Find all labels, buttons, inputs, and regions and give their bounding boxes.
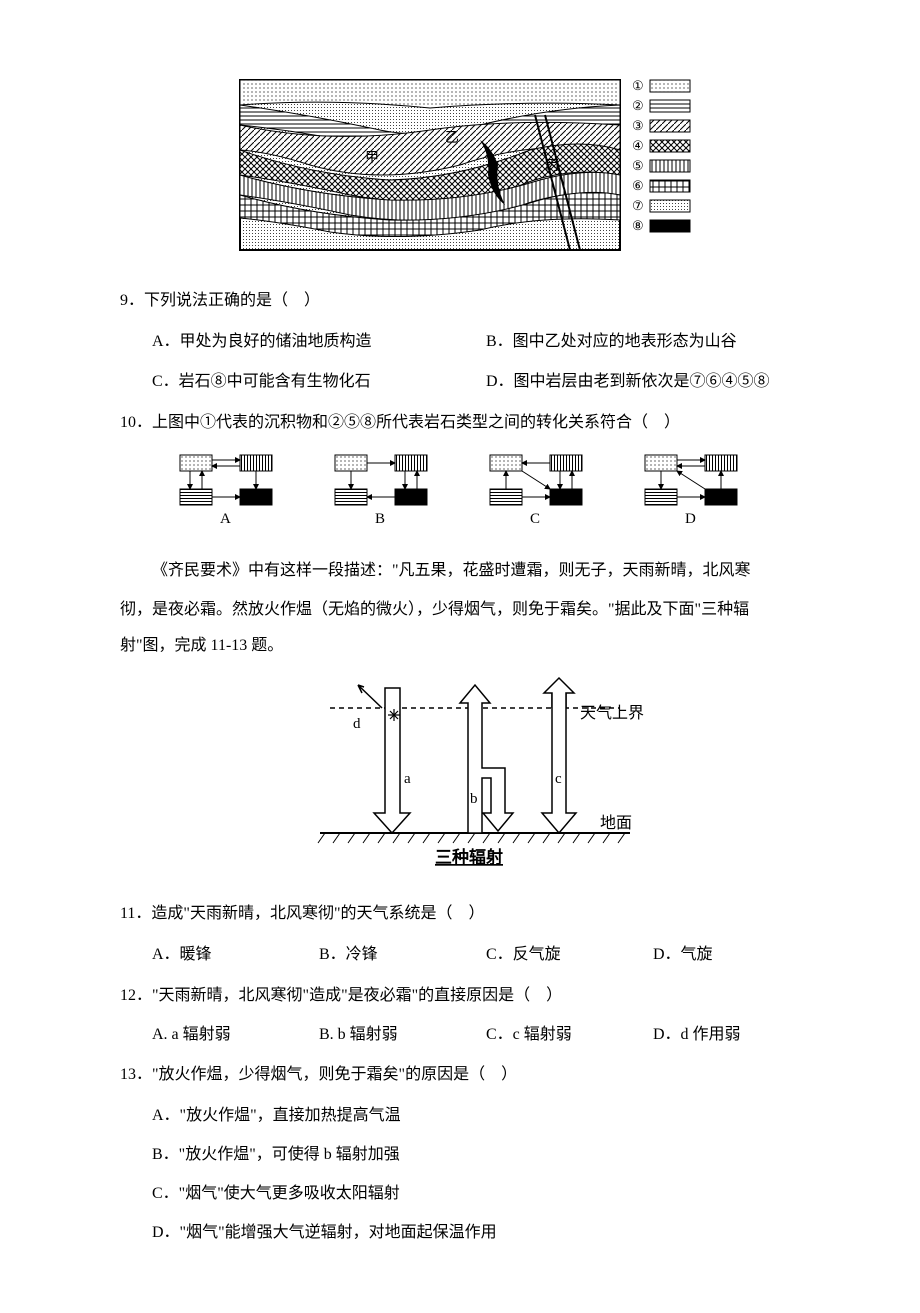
- svg-text:d: d: [353, 716, 361, 732]
- q12-stem: 12．"天雨新晴，北风寒彻"造成"是夜必霜"的直接原因是（ ）: [120, 978, 820, 1013]
- svg-text:c: c: [555, 771, 562, 787]
- radiation-figure: d a b c 天气上界 地面 三种辐射: [120, 673, 820, 886]
- q13-opt-c: C．"烟气"使大气更多吸收太阳辐射: [152, 1176, 820, 1211]
- ground-label: 地面: [600, 814, 632, 832]
- q9-opt-b: B．图中乙处对应的地表形态为山谷: [486, 324, 820, 359]
- svg-text:①: ①: [632, 78, 644, 93]
- svg-text:④: ④: [632, 138, 644, 153]
- q12-options: A. a 辐射弱 B. b 辐射弱 C．c 辐射弱 D．d 作用弱: [120, 1017, 820, 1052]
- svg-text:⑧: ⑧: [632, 218, 644, 233]
- svg-text:乙: 乙: [445, 130, 459, 146]
- q9-opt-d: D．图中岩层由老到新依次是⑦⑥④⑤⑧: [486, 364, 820, 399]
- q13-options: A．"放火作煴"，直接加热提高气温 B．"放火作煴"，可使得 b 辐射加强 C．…: [120, 1096, 820, 1253]
- geology-figure: 甲 乙 丙 ① ② ③ ④ ⑤ ⑥ ⑦ ⑧: [120, 70, 820, 273]
- svg-text:b: b: [470, 791, 478, 807]
- svg-text:a: a: [404, 771, 411, 787]
- q11-stem: 11．造成"天雨新晴，北风寒彻"的天气系统是（ ）: [120, 896, 820, 931]
- svg-text:⑦: ⑦: [632, 198, 644, 213]
- q12-opt-b: B. b 辐射弱: [319, 1017, 486, 1052]
- passage-l2: 彻，是夜必霜。然放火作煴（无焰的微火），少得烟气，则免于霜矣。"据此及下面"三种…: [120, 592, 820, 627]
- upper-atm-label: 天气上界: [580, 704, 644, 722]
- passage-l1: 《齐民要术》中有这样一段描述："凡五果，花盛时遭霜，则无子，天雨新晴，北风寒: [120, 553, 820, 588]
- q12-opt-a: A. a 辐射弱: [152, 1017, 319, 1052]
- passage-l3: 射"图，完成 11-13 题。: [120, 628, 820, 663]
- q13-stem: 13．"放火作煴，少得烟气，则免于霜矣"的原因是（ ）: [120, 1057, 820, 1092]
- q13-opt-a: A．"放火作煴"，直接加热提高气温: [152, 1098, 820, 1133]
- q11-options: A．暖锋 B．冷锋 C．反气旋 D．气旋: [120, 935, 820, 974]
- q10-options-figure: A B C: [120, 450, 820, 543]
- svg-text:D: D: [685, 511, 696, 527]
- q9-options: A．甲处为良好的储油地质构造 B．图中乙处对应的地表形态为山谷 C．岩石⑧中可能…: [120, 322, 820, 400]
- svg-text:甲: 甲: [365, 151, 379, 166]
- q13-opt-d: D．"烟气"能增强大气逆辐射，对地面起保温作用: [152, 1215, 820, 1250]
- q12-opt-d: D．d 作用弱: [653, 1017, 820, 1052]
- svg-text:B: B: [375, 511, 385, 527]
- svg-text:C: C: [530, 511, 540, 527]
- svg-text:⑤: ⑤: [632, 158, 644, 173]
- svg-text:丙: 丙: [545, 159, 559, 174]
- svg-text:⑥: ⑥: [632, 178, 644, 193]
- q11-opt-d: D．气旋: [653, 937, 820, 972]
- svg-text:③: ③: [632, 118, 644, 133]
- q11-opt-b: B．冷锋: [319, 937, 486, 972]
- q10-stem: 10．上图中①代表的沉积物和②⑤⑧所代表岩石类型之间的转化关系符合（ ）: [120, 405, 820, 440]
- q11-opt-a: A．暖锋: [152, 937, 319, 972]
- radiation-caption: 三种辐射: [435, 847, 503, 867]
- q9-stem: 9．下列说法正确的是（ ）: [120, 283, 820, 318]
- q12-opt-c: C．c 辐射弱: [486, 1017, 653, 1052]
- svg-text:A: A: [220, 511, 231, 527]
- q11-opt-c: C．反气旋: [486, 937, 653, 972]
- q13-opt-b: B．"放火作煴"，可使得 b 辐射加强: [152, 1137, 820, 1172]
- q9-opt-c: C．岩石⑧中可能含有生物化石: [152, 364, 486, 399]
- svg-text:②: ②: [632, 98, 644, 113]
- q9-opt-a: A．甲处为良好的储油地质构造: [152, 324, 486, 359]
